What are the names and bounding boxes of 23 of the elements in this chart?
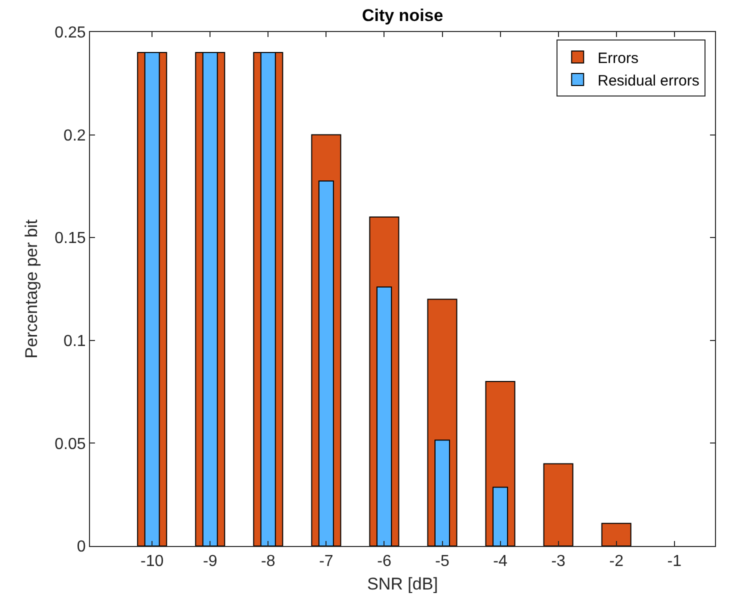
- y-tick-label: 0.05: [54, 436, 86, 453]
- x-tick-label: -5: [435, 553, 450, 570]
- y-tick-label: 0.25: [54, 24, 86, 42]
- x-tick-label: -7: [319, 553, 334, 570]
- x-tick-label: -9: [203, 553, 218, 570]
- bar: [601, 522, 632, 546]
- chart-title: City noise: [362, 6, 444, 26]
- x-axis-title: SNR [dB]: [367, 574, 438, 594]
- y-tick-label: 0.15: [54, 230, 86, 248]
- legend-label: Errors: [598, 50, 638, 67]
- x-tick-label: -8: [261, 553, 276, 570]
- x-tick-label: -4: [493, 553, 508, 570]
- y-tick-label: 0.2: [64, 127, 86, 144]
- bar: [543, 463, 574, 546]
- x-tick-label: -10: [140, 553, 164, 570]
- x-tick-label: -2: [609, 553, 624, 570]
- x-tick-label: -3: [551, 553, 566, 570]
- y-tick-label: 0: [76, 538, 86, 556]
- x-tick-label: -6: [377, 553, 392, 570]
- legend-label: Residual errors: [598, 72, 700, 90]
- y-tick-label: 0.1: [64, 333, 86, 350]
- x-tick-label: -1: [667, 553, 682, 570]
- y-axis-title: Percentage per bit: [22, 219, 42, 358]
